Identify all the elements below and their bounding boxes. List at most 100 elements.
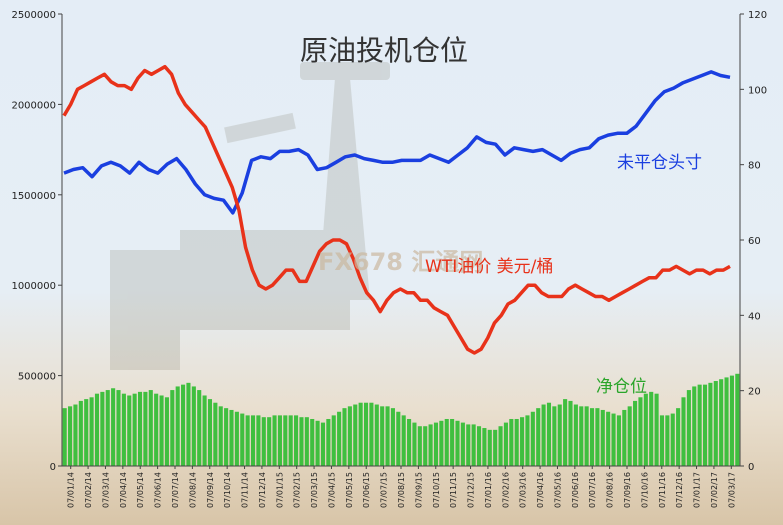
x-tick-label: 07/02/15: [293, 472, 302, 508]
net-position-bar: [337, 411, 342, 466]
x-tick-label: 07/04/16: [536, 472, 545, 508]
x-tick-label: 07/09/16: [623, 472, 632, 508]
x-tick-label: 07/06/16: [571, 472, 580, 508]
net-position-bar: [482, 428, 487, 466]
net-position-bar: [283, 415, 288, 466]
net-position-bar: [546, 402, 552, 466]
net-position-bar: [487, 429, 492, 466]
net-position-bar: [84, 399, 89, 466]
x-tick-label: 07/03/15: [310, 472, 319, 508]
net-position-bar: [670, 413, 675, 466]
x-tick-label: 07/10/15: [432, 472, 441, 508]
net-position-bar: [94, 393, 100, 466]
net-position-bar: [606, 411, 611, 466]
net-position-bar: [68, 406, 73, 466]
net-position-bar: [186, 382, 191, 466]
net-position-bar: [374, 404, 379, 466]
net-position-bar: [299, 417, 304, 466]
net-position-bar: [256, 415, 261, 466]
x-tick-label: 07/01/15: [275, 472, 284, 508]
x-tick-label: 07/11/15: [449, 472, 458, 508]
left-tick-label: 1000000: [11, 281, 56, 292]
net-position-bar: [154, 393, 159, 466]
net-position-bar: [380, 406, 385, 466]
net-position-bar: [589, 408, 595, 466]
net-position-bar: [643, 393, 648, 466]
x-tick-label: 07/04/14: [119, 472, 128, 508]
net-position-bar: [347, 406, 352, 466]
net-position-bar: [444, 418, 449, 466]
net-position-bar: [616, 415, 621, 466]
net-position-bar: [530, 411, 535, 466]
x-tick-label: 07/02/17: [710, 472, 719, 508]
net-position-bar: [331, 415, 336, 466]
net-position-bar: [713, 381, 718, 466]
net-position-bar: [659, 415, 665, 466]
wti-price-line: [62, 64, 731, 355]
net-position-bar: [288, 415, 293, 466]
net-position-bar: [73, 404, 78, 466]
x-tick-label: 07/07/15: [380, 472, 389, 508]
net-position-bar: [611, 413, 616, 466]
net-position-bar: [563, 399, 568, 466]
net-position-bar: [353, 404, 358, 466]
x-tick-label: 07/01/17: [693, 472, 702, 508]
net-position-bar: [633, 400, 638, 466]
net-position-bar: [525, 415, 530, 466]
net-position-bar: [396, 411, 401, 466]
net-position-bar: [121, 393, 126, 466]
right-tick-label: 20: [748, 387, 761, 398]
net-position-bar: [676, 408, 681, 466]
x-tick-label: 07/08/14: [188, 472, 197, 508]
net-position-bar: [175, 386, 180, 466]
x-tick-label: 07/09/14: [206, 472, 215, 508]
net-position-bars: [62, 373, 740, 466]
net-position-bar: [455, 420, 460, 466]
net-position-bar: [493, 429, 498, 466]
left-tick-label: 2000000: [11, 100, 56, 111]
net-position-bar: [267, 417, 272, 466]
net-position-bar: [401, 415, 406, 466]
left-tick-label: 1500000: [11, 191, 56, 202]
net-position-bar: [363, 402, 369, 466]
x-tick-label: 07/10/14: [223, 472, 232, 508]
x-tick-label: 07/09/15: [414, 472, 423, 508]
x-tick-label: 07/10/16: [640, 472, 649, 508]
net-position-bar: [224, 408, 229, 466]
net-position-bar: [595, 408, 600, 466]
right-tick-label: 40: [748, 311, 761, 322]
open-interest-line: [63, 70, 731, 215]
net-position-bar: [132, 393, 137, 466]
chart-title: 原油投机仓位: [300, 34, 468, 67]
net-position-bar: [159, 395, 164, 466]
net-position-bar: [320, 422, 326, 466]
net-position-bar: [369, 402, 374, 466]
net-position-bar: [649, 391, 654, 466]
net-position-bar: [294, 415, 299, 466]
net-position-bar: [450, 418, 455, 466]
net-position-bar: [622, 409, 627, 466]
x-tick-label: 07/02/16: [501, 472, 510, 508]
pumpjack-background: [110, 62, 390, 370]
net-position-bar: [417, 426, 422, 466]
x-tick-label: 07/06/15: [362, 472, 371, 508]
net-position-label: 净仓位: [596, 377, 647, 397]
net-position-bar: [100, 391, 105, 466]
right-tick-label: 0: [748, 462, 754, 473]
x-tick-label: 07/11/14: [241, 472, 250, 508]
net-position-bar: [520, 417, 525, 466]
net-position-bar: [509, 418, 514, 466]
net-position-bar: [170, 390, 175, 466]
net-position-bar: [326, 418, 331, 466]
net-position-bar: [89, 397, 94, 466]
chart-axes: 0 500000 1000000 1500000 2000000 2500000 0 20 40…: [11, 10, 767, 508]
net-position-bar: [536, 408, 541, 466]
net-position-bar: [692, 386, 697, 466]
net-position-bar: [250, 415, 256, 466]
wti-price-label: WTI油价 美元/桶: [425, 257, 553, 277]
net-position-bar: [385, 406, 390, 466]
net-position-bar: [111, 388, 116, 466]
net-position-bar: [181, 384, 186, 466]
left-tick-label: 500000: [18, 372, 56, 383]
